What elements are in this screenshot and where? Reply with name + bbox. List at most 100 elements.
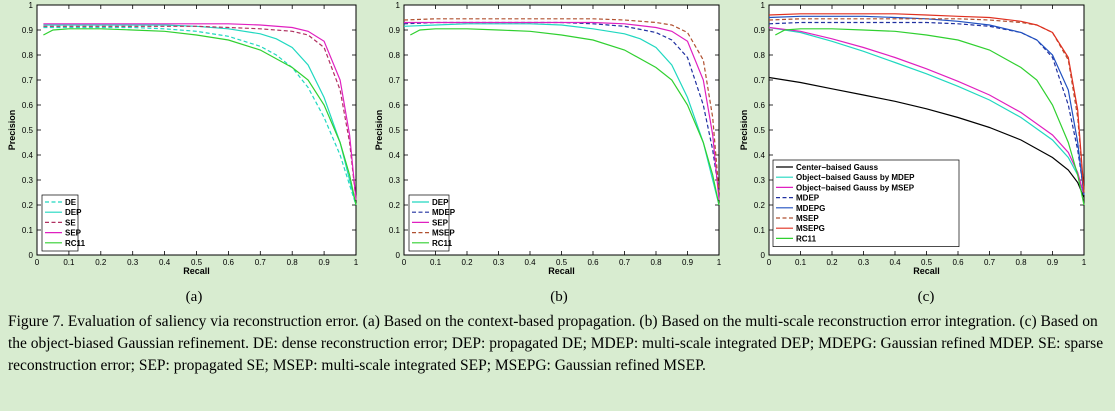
x-tick-label: 0.7 bbox=[255, 258, 267, 267]
y-tick-label: 0.7 bbox=[389, 76, 401, 85]
x-tick-label: 0.5 bbox=[921, 258, 933, 267]
y-tick-label: 0.2 bbox=[389, 201, 401, 210]
y-tick-label: 0.9 bbox=[22, 26, 34, 35]
legend-label: Object−baised Gauss by MDEP bbox=[796, 173, 915, 182]
series-line bbox=[768, 21, 1085, 193]
legend-box bbox=[408, 194, 450, 252]
series-line bbox=[768, 26, 1085, 196]
y-tick-label: 0.5 bbox=[389, 126, 401, 135]
x-tick-label: 0.1 bbox=[795, 258, 807, 267]
chart-panel-c: 0 0.1 0.2 0.3 0.4 0.5 0.6 0.7 0.8 0.9 1 0 0.1 0.2 0.3 0… bbox=[739, 0, 1114, 288]
series-line bbox=[768, 18, 1085, 193]
y-tick-label: 1 bbox=[761, 1, 766, 10]
y-tick-label: 0.3 bbox=[754, 176, 766, 185]
y-tick-label: 1 bbox=[396, 1, 401, 10]
x-tick-label: 0 bbox=[767, 258, 772, 267]
legend-label: Center−baised Gauss bbox=[796, 163, 879, 172]
y-tick-label: 0.8 bbox=[389, 51, 401, 60]
x-tick-label: 1 bbox=[354, 258, 359, 267]
x-tick-label: 0.4 bbox=[524, 258, 536, 267]
y-tick-label: 0.4 bbox=[22, 151, 34, 160]
y-tick-label: 0.6 bbox=[389, 101, 401, 110]
subfigure-label-a: (a) bbox=[185, 289, 203, 305]
y-tick-label: 0.1 bbox=[754, 226, 766, 235]
series-line bbox=[768, 13, 1085, 193]
x-tick-label: 1 bbox=[1082, 258, 1087, 267]
chart-panel-b: 0 0.1 0.2 0.3 0.4 0.5 0.6 0.7 0.8 0.9 1 0 0.1 0.2 0.3 0… bbox=[370, 0, 742, 288]
x-tick-label: 0.5 bbox=[556, 258, 568, 267]
x-tick-label: 1 bbox=[717, 258, 722, 267]
legend-label: DE bbox=[65, 198, 77, 207]
legend-label: MSEP bbox=[796, 214, 819, 223]
series-line bbox=[43, 28, 357, 206]
x-tick-label: 0.9 bbox=[319, 258, 331, 267]
legend-label: RC11 bbox=[432, 239, 453, 248]
y-tick-label: 0.4 bbox=[754, 151, 766, 160]
x-tick-label: 0 bbox=[35, 258, 40, 267]
plot-area bbox=[36, 4, 357, 256]
y-tick-label: 0.3 bbox=[22, 176, 34, 185]
legend-label: SE bbox=[65, 218, 76, 227]
x-tick-label: 0.6 bbox=[952, 258, 964, 267]
y-tick-label: 0.2 bbox=[22, 201, 34, 210]
x-tick-label: 0.7 bbox=[984, 258, 996, 267]
series-line bbox=[404, 21, 720, 201]
y-tick-label: 0.5 bbox=[22, 126, 34, 135]
chart-panel-a: 0 0.1 0.2 0.3 0.4 0.5 0.6 0.7 0.8 0.9 1 0 0.1 0.2 0.3 0… bbox=[0, 0, 372, 288]
y-tick-label: 0.6 bbox=[22, 101, 34, 110]
x-tick-label: 0.8 bbox=[650, 258, 662, 267]
x-tick-label: 0.4 bbox=[889, 258, 901, 267]
y-tick-label: 0.3 bbox=[389, 176, 401, 185]
subfigure-label-b: (b) bbox=[550, 289, 568, 305]
y-tick-label: 0.1 bbox=[22, 226, 34, 235]
y-tick-label: 0.1 bbox=[389, 226, 401, 235]
x-tick-label: 0.2 bbox=[95, 258, 107, 267]
legend-label: MDEP bbox=[796, 194, 820, 203]
series-line bbox=[43, 26, 357, 206]
x-tick-label: 0.5 bbox=[191, 258, 203, 267]
plot-area bbox=[403, 4, 720, 256]
legend-label: Object−baised Gauss by MSEP bbox=[796, 183, 915, 192]
x-tick-label: 0.2 bbox=[461, 258, 473, 267]
subfigure-label-c: (c) bbox=[917, 289, 935, 305]
x-tick-label: 0.8 bbox=[1015, 258, 1027, 267]
legend-label: RC11 bbox=[796, 234, 817, 243]
y-tick-label: 1 bbox=[29, 1, 34, 10]
legend-label: SEP bbox=[65, 229, 82, 238]
y-tick-label: 0 bbox=[29, 251, 34, 260]
y-tick-label: 0.4 bbox=[389, 151, 401, 160]
series-line bbox=[43, 24, 357, 206]
y-tick-label: 0.8 bbox=[22, 51, 34, 60]
series-line bbox=[768, 26, 1085, 196]
y-tick-label: 0.5 bbox=[754, 126, 766, 135]
chart-c: 0 0.1 0.2 0.3 0.4 0.5 0.6 0.7 0.8 0.9 1 0 0.1 0.2 0.3 0… bbox=[739, 1, 1087, 276]
legend-label: DEP bbox=[65, 208, 82, 217]
x-tick-label: 0.1 bbox=[430, 258, 442, 267]
x-tick-label: 0.4 bbox=[159, 258, 171, 267]
x-tick-label: 0.6 bbox=[587, 258, 599, 267]
y-tick-label: 0.7 bbox=[22, 76, 34, 85]
legend-label: DEP bbox=[432, 198, 449, 207]
legend-label: MDEPG bbox=[796, 204, 825, 213]
legend-box bbox=[41, 194, 79, 252]
x-tick-label: 0.3 bbox=[858, 258, 870, 267]
y-tick-label: 0.6 bbox=[754, 101, 766, 110]
y-axis-label: Precision bbox=[374, 110, 384, 151]
x-axis-label: Recall bbox=[913, 266, 940, 276]
series-line bbox=[403, 23, 720, 206]
x-tick-label: 0.6 bbox=[223, 258, 235, 267]
chart-b: 0 0.1 0.2 0.3 0.4 0.5 0.6 0.7 0.8 0.9 1 0 0.1 0.2 0.3 0… bbox=[374, 1, 722, 276]
y-axis-label: Precision bbox=[739, 110, 749, 151]
legend-label: RC11 bbox=[65, 239, 86, 248]
legend-label: MDEP bbox=[432, 208, 456, 217]
y-tick-label: 0.9 bbox=[389, 26, 401, 35]
figure-caption: Figure 7. Evaluation of saliency via rec… bbox=[8, 313, 1104, 374]
x-tick-label: 0.8 bbox=[287, 258, 299, 267]
legend-label: MSEP bbox=[432, 229, 455, 238]
series-line bbox=[768, 15, 1085, 196]
x-tick-label: 0.2 bbox=[826, 258, 838, 267]
x-tick-label: 0.7 bbox=[619, 258, 631, 267]
y-tick-label: 0.2 bbox=[754, 201, 766, 210]
legend-label: SEP bbox=[432, 218, 449, 227]
x-tick-label: 0.9 bbox=[1047, 258, 1059, 267]
